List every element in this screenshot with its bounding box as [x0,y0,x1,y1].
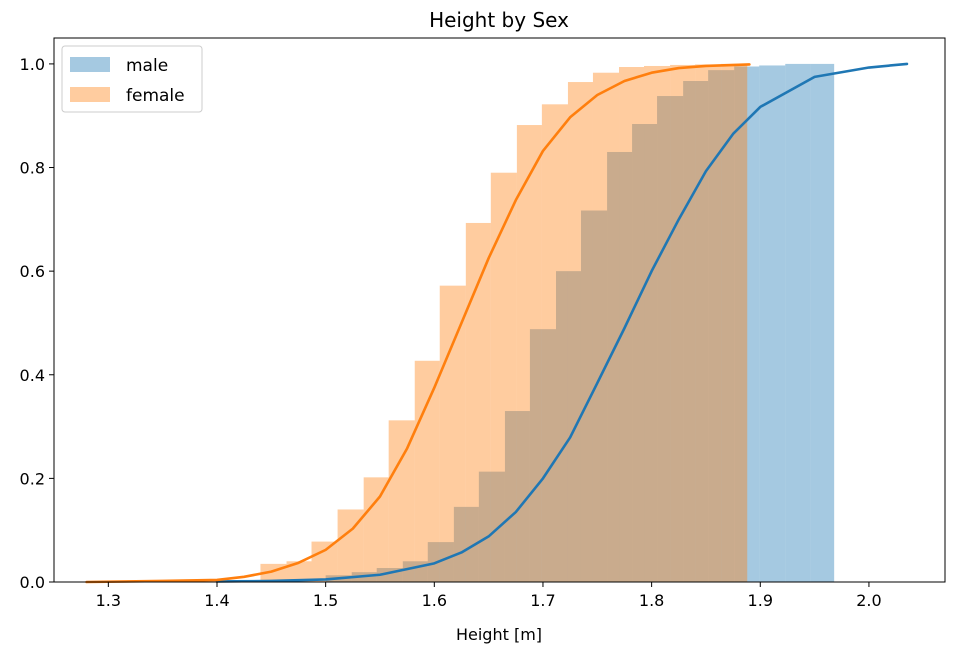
x-tick-label: 1.6 [422,591,447,610]
female-bar [721,63,748,582]
male-bar [580,210,608,583]
legend: male female [61,45,203,113]
y-tick-label: 0.2 [20,469,45,488]
y-tick-label: 0.6 [20,262,45,281]
female-bar [644,65,671,582]
male-bar [504,411,530,582]
y-tick-label: 0.4 [20,366,45,385]
y-tick-label: 0.0 [20,573,45,592]
female-bar [311,541,338,582]
female-bar [619,67,645,583]
male-cdf-line [215,62,909,583]
chart-title: Height by Sex [429,8,569,32]
x-tick-label: 1.9 [748,591,773,610]
female-bar [414,360,440,582]
x-tick-label: 1.7 [530,591,555,610]
y-tick-label: 1.0 [20,55,45,74]
male-bar [657,96,684,582]
male-legend-label: male [126,56,168,76]
male-legend-swatch [70,57,110,72]
x-axis-label: Height [m] [456,625,542,644]
male-bar [708,70,735,583]
female-bar [592,72,620,583]
male-bar [810,63,835,582]
female-legend-label: female [126,86,185,106]
female-bar [286,561,312,582]
male-bar [734,66,760,582]
female-bar [695,64,722,583]
male-bar [759,65,786,582]
male-bar [785,63,811,582]
plot-frame [53,37,946,583]
female-bar [567,82,593,583]
female-bar [541,104,568,582]
female-histogram [260,63,748,583]
x-tick-label: 1.8 [639,591,664,610]
x-tick-label: 1.3 [96,591,121,610]
male-bar [529,329,557,582]
male-bar [607,151,633,582]
female-bar [439,285,466,582]
y-axis: 0.0 0.2 0.4 0.6 0.8 1.0 [20,55,54,592]
female-bar [670,64,696,583]
x-axis: 1.3 1.4 1.5 1.6 1.7 1.8 1.9 2.0 [96,582,882,610]
female-bar [363,477,389,582]
female-cdf-line [85,63,751,584]
female-bar [388,420,415,582]
male-bar [683,81,709,583]
female-bar [465,222,491,582]
y-tick-label: 0.8 [20,159,45,178]
female-bar [490,172,517,582]
x-tick-label: 2.0 [856,591,881,610]
x-tick-label: 1.5 [313,591,338,610]
female-legend-swatch [70,87,110,102]
male-bar [632,124,658,582]
plot-area [85,62,909,584]
x-tick-label: 1.4 [204,591,229,610]
legend-box [61,45,203,113]
